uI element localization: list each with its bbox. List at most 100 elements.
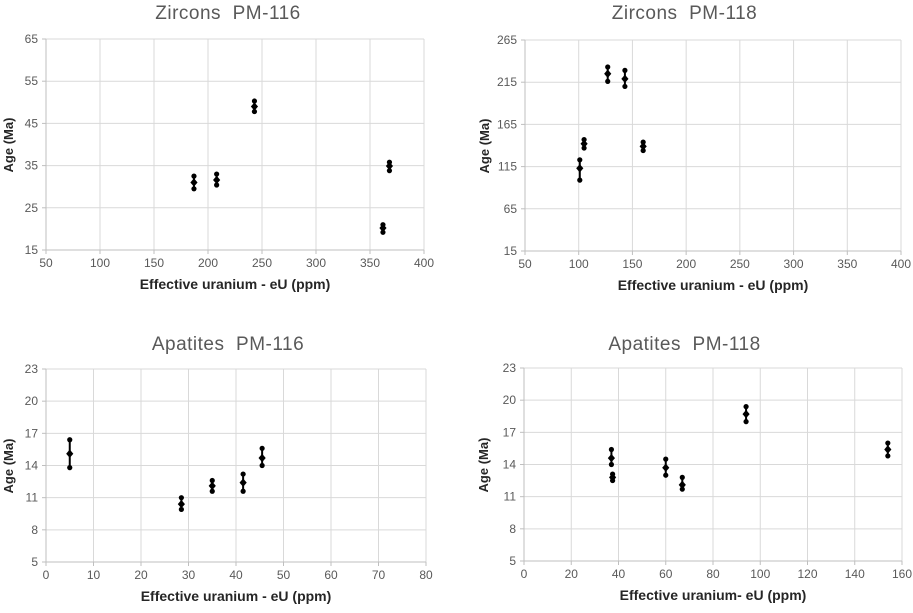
mean-diamond-marker: [662, 463, 670, 472]
x-tick-label: 0: [43, 568, 50, 582]
top-cap-dot: [743, 404, 749, 410]
x-tick-label: 350: [360, 256, 380, 270]
x-tick-label: 100: [90, 256, 110, 270]
mean-diamond-marker: [742, 409, 750, 419]
top-cap-dot: [663, 456, 669, 462]
x-tick-label: 50: [277, 568, 291, 582]
y-tick-label: 65: [504, 202, 518, 216]
x-tick-label: 250: [252, 256, 272, 270]
x-tick-label: 80: [419, 568, 433, 582]
y-tick-label: 11: [26, 491, 39, 505]
bottom-cap-dot: [605, 78, 611, 84]
x-axis-label: Effective uranium - eU (ppm): [139, 276, 331, 292]
top-cap-dot: [214, 171, 220, 177]
y-tick-label: 14: [503, 458, 517, 472]
bottom-cap-dot: [581, 145, 587, 151]
mean-diamond-marker: [604, 69, 612, 78]
x-tick-label: 70: [372, 568, 386, 582]
x-tick-label: 120: [797, 567, 817, 581]
data-cluster: [639, 139, 647, 154]
plot-area: 5 8 11 14 17 20 23 0 10 20 30 40 50 60 70 80: [25, 362, 433, 582]
bottom-cap-dot: [380, 229, 386, 235]
bottom-cap-dot: [640, 147, 646, 154]
top-cap-dot: [885, 440, 891, 446]
chart-apatites-pm118: Apatites PM-118 Age (Ma) 5 8 11 14 17 20 23 0 20…: [456, 306, 913, 613]
x-tick-label: 350: [837, 257, 857, 271]
top-cap-dot: [581, 136, 587, 143]
mean-diamond-marker: [576, 164, 584, 173]
mean-diamond-marker: [621, 74, 629, 84]
x-tick-label: 140: [845, 567, 865, 581]
x-tick-label: 50: [39, 256, 53, 270]
data-cluster: [258, 445, 266, 469]
data-cluster: [607, 446, 616, 468]
x-tick-label: 20: [565, 567, 579, 581]
data-cluster: [66, 437, 74, 471]
x-tick-label: 20: [134, 568, 148, 582]
x-tick-label: 100: [569, 257, 589, 271]
bottom-cap-dot: [663, 472, 669, 478]
plot-area: 15 25 35 45 55 65 50 100 150 200 250 300 350 400: [25, 32, 435, 270]
x-axis-label: Effective uranium- eU (ppm): [619, 587, 807, 603]
top-cap-dot: [259, 445, 265, 451]
y-tick-label: 5: [509, 554, 516, 568]
top-cap-dot: [605, 64, 611, 70]
data-cluster: [177, 495, 185, 513]
bottom-cap-dot: [386, 168, 393, 174]
bottom-cap-dot: [178, 506, 184, 513]
x-axis-label: Effective uranium - eU (ppm): [617, 277, 809, 293]
mean-diamond-marker: [884, 445, 892, 454]
y-tick-label: 17: [503, 425, 517, 439]
x-tick-label: 80: [706, 567, 720, 581]
y-tick-label: 15: [25, 243, 39, 257]
data-cluster: [213, 171, 221, 188]
y-tick-label: 65: [25, 32, 39, 46]
chart-title: Zircons PM-116: [155, 3, 301, 24]
bottom-cap-dot: [608, 461, 615, 468]
chart-apatites-pm116: Apatites PM-116 Age (Ma) 5 8 11 14 17 20 23 0 10…: [0, 306, 456, 613]
data-cluster: [576, 157, 584, 183]
bottom-cap-dot: [209, 488, 215, 494]
bottom-cap-dot: [214, 182, 220, 188]
y-tick-label: 20: [25, 394, 39, 408]
data-cluster: [662, 456, 670, 478]
data-cluster: [604, 64, 612, 84]
bottom-cap-dot: [191, 186, 197, 192]
mean-diamond-marker: [639, 142, 647, 151]
mean-diamond-marker: [608, 473, 617, 482]
data-cluster: [379, 222, 387, 235]
x-tick-label: 60: [659, 567, 673, 581]
x-tick-label: 250: [730, 257, 750, 271]
top-cap-dot: [240, 471, 246, 477]
y-tick-label: 17: [25, 426, 39, 440]
bottom-cap-dot: [622, 83, 628, 90]
x-tick-label: 150: [144, 256, 164, 270]
y-tick-label: 23: [25, 362, 39, 376]
x-tick-label: 10: [87, 568, 101, 582]
chart-title: Zircons PM-118: [611, 3, 758, 24]
bottom-cap-dot: [743, 419, 749, 425]
top-cap-dot: [191, 173, 197, 179]
top-cap-dot: [608, 446, 615, 453]
x-tick-label: 150: [622, 257, 642, 271]
x-tick-label: 30: [182, 568, 196, 582]
bottom-cap-dot: [251, 108, 258, 115]
chart-zircons-pm116: Zircons PM-116 Age (Ma) 15 25 35 45 55 65 50 10…: [0, 0, 456, 306]
top-cap-dot: [251, 98, 258, 104]
data-cluster: [608, 471, 617, 484]
y-tick-label: 45: [25, 116, 39, 130]
x-axis-label: Effective uranium - eU (ppm): [140, 588, 332, 604]
data-cluster: [239, 471, 247, 494]
top-cap-dot: [178, 495, 184, 501]
x-tick-label: 400: [891, 257, 911, 271]
bottom-cap-dot: [885, 453, 891, 459]
top-cap-dot: [577, 157, 583, 163]
x-tick-label: 200: [676, 257, 696, 271]
bottom-cap-dot: [259, 462, 265, 469]
x-tick-label: 60: [324, 568, 338, 582]
y-tick-label: 165: [497, 117, 517, 131]
x-tick-label: 40: [612, 567, 626, 581]
data-cluster: [385, 159, 394, 174]
data-cluster: [621, 67, 629, 90]
